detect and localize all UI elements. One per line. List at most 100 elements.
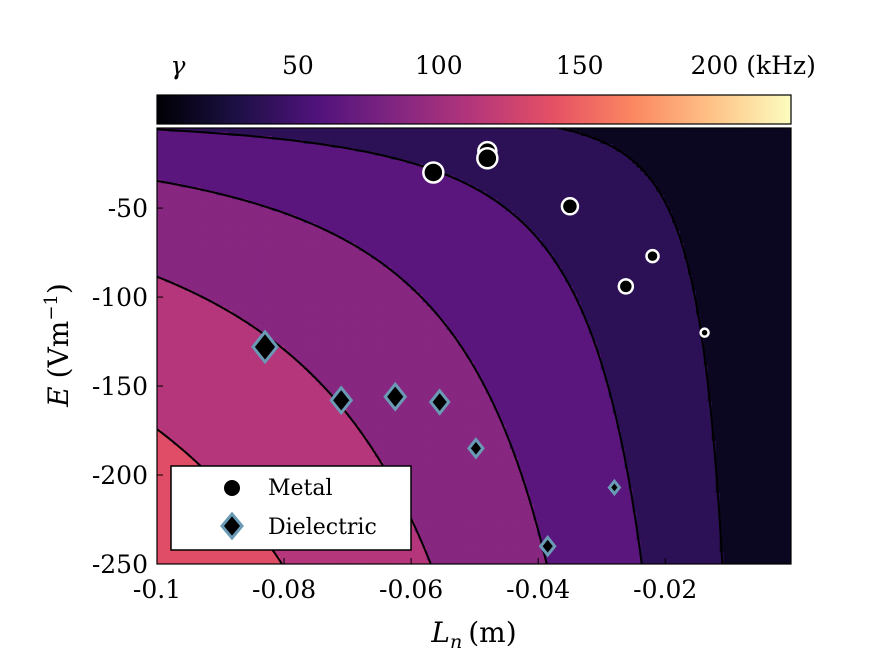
contour-cell (390, 219, 396, 224)
contour-cell (374, 139, 380, 145)
contour-cell (477, 207, 483, 212)
contour-cell (180, 151, 186, 157)
contour-cell (414, 219, 420, 224)
contour-cell (767, 143, 772, 149)
contour-cell (331, 139, 336, 145)
contour-cell (604, 215, 610, 220)
contour-cell (608, 128, 614, 133)
contour-cell (323, 191, 328, 196)
contour-cell (355, 207, 360, 212)
contour-cell (363, 191, 368, 196)
contour-cell (462, 211, 467, 216)
contour-cell (422, 246, 428, 252)
contour-cell (580, 223, 586, 228)
contour-cell (672, 171, 677, 177)
contour-cell (327, 223, 332, 228)
contour-cell (200, 231, 206, 236)
contour-cell (390, 179, 396, 185)
contour-cell (422, 235, 428, 240)
contour-cell (323, 171, 328, 177)
contour-cell (521, 219, 527, 224)
contour-cell (660, 151, 665, 157)
contour-cell (319, 171, 325, 177)
contour-cell (664, 187, 669, 193)
contour-cell (168, 238, 174, 244)
contour-cell (608, 235, 614, 240)
contour-cell (735, 155, 741, 161)
contour-cell (275, 191, 281, 196)
contour-cell (323, 246, 328, 252)
contour-cell (755, 187, 760, 193)
contour-cell (374, 183, 380, 189)
contour-cell (311, 183, 317, 189)
contour-cell (244, 231, 249, 236)
contour-cell (529, 227, 535, 232)
contour-cell (240, 139, 245, 145)
contour-cell (426, 246, 432, 252)
contour-cell (723, 191, 729, 196)
contour-cell (355, 131, 360, 137)
contour-cell (612, 227, 618, 232)
contour-cell (787, 238, 791, 244)
contour-cell (668, 187, 673, 193)
contour-cell (561, 238, 566, 244)
contour-cell (474, 199, 479, 204)
contour-cell (660, 171, 665, 177)
contour-cell (525, 246, 531, 252)
contour-cell (430, 139, 435, 145)
contour-cell (755, 179, 760, 185)
contour-cell (279, 151, 285, 157)
contour-cell (592, 223, 598, 228)
contour-cell (521, 183, 527, 189)
contour-cell (521, 215, 527, 220)
contour-cell (351, 167, 356, 173)
contour-cell (751, 159, 756, 165)
contour-cell (240, 187, 245, 193)
contour-cell (220, 250, 225, 256)
contour-cell (327, 246, 332, 252)
contour-cell (600, 238, 606, 244)
contour-cell (640, 139, 645, 145)
contour-cell (545, 195, 550, 200)
contour-cell (307, 195, 313, 200)
contour-cell (755, 242, 760, 248)
contour-cell (525, 167, 531, 173)
contour-cell (311, 171, 317, 177)
contour-cell (363, 199, 368, 204)
contour-cell (228, 187, 233, 193)
contour-cell (303, 155, 309, 161)
contour-cell (787, 199, 791, 204)
contour-cell (386, 175, 392, 181)
contour-cell (739, 163, 745, 169)
contour-cell (557, 191, 562, 196)
contour-cell (180, 219, 186, 224)
contour-cell (747, 187, 752, 193)
contour-cell (319, 246, 325, 252)
contour-cell (624, 238, 630, 244)
contour-cell (529, 171, 535, 177)
contour-cell (323, 242, 328, 248)
contour-cell (505, 215, 511, 220)
contour-cell (549, 139, 554, 145)
contour-cell (216, 195, 221, 200)
contour-cell (208, 231, 214, 236)
contour-cell (248, 183, 253, 189)
contour-cell (271, 143, 277, 149)
contour-cell (684, 215, 689, 220)
contour-cell (513, 143, 519, 149)
contour-cell (402, 199, 408, 204)
contour-cell (355, 183, 360, 189)
contour-cell (767, 203, 772, 208)
contour-cell (438, 211, 443, 216)
contour-cell (331, 246, 336, 252)
contour-cell (573, 195, 578, 200)
contour-cell (517, 195, 523, 200)
contour-cell (557, 223, 562, 228)
contour-cell (236, 227, 241, 232)
contour-cell (260, 235, 265, 240)
contour-cell (184, 250, 190, 256)
contour-cell (612, 163, 618, 169)
contour-cell (660, 203, 665, 208)
contour-cell (644, 135, 649, 141)
contour-cell (767, 235, 772, 240)
